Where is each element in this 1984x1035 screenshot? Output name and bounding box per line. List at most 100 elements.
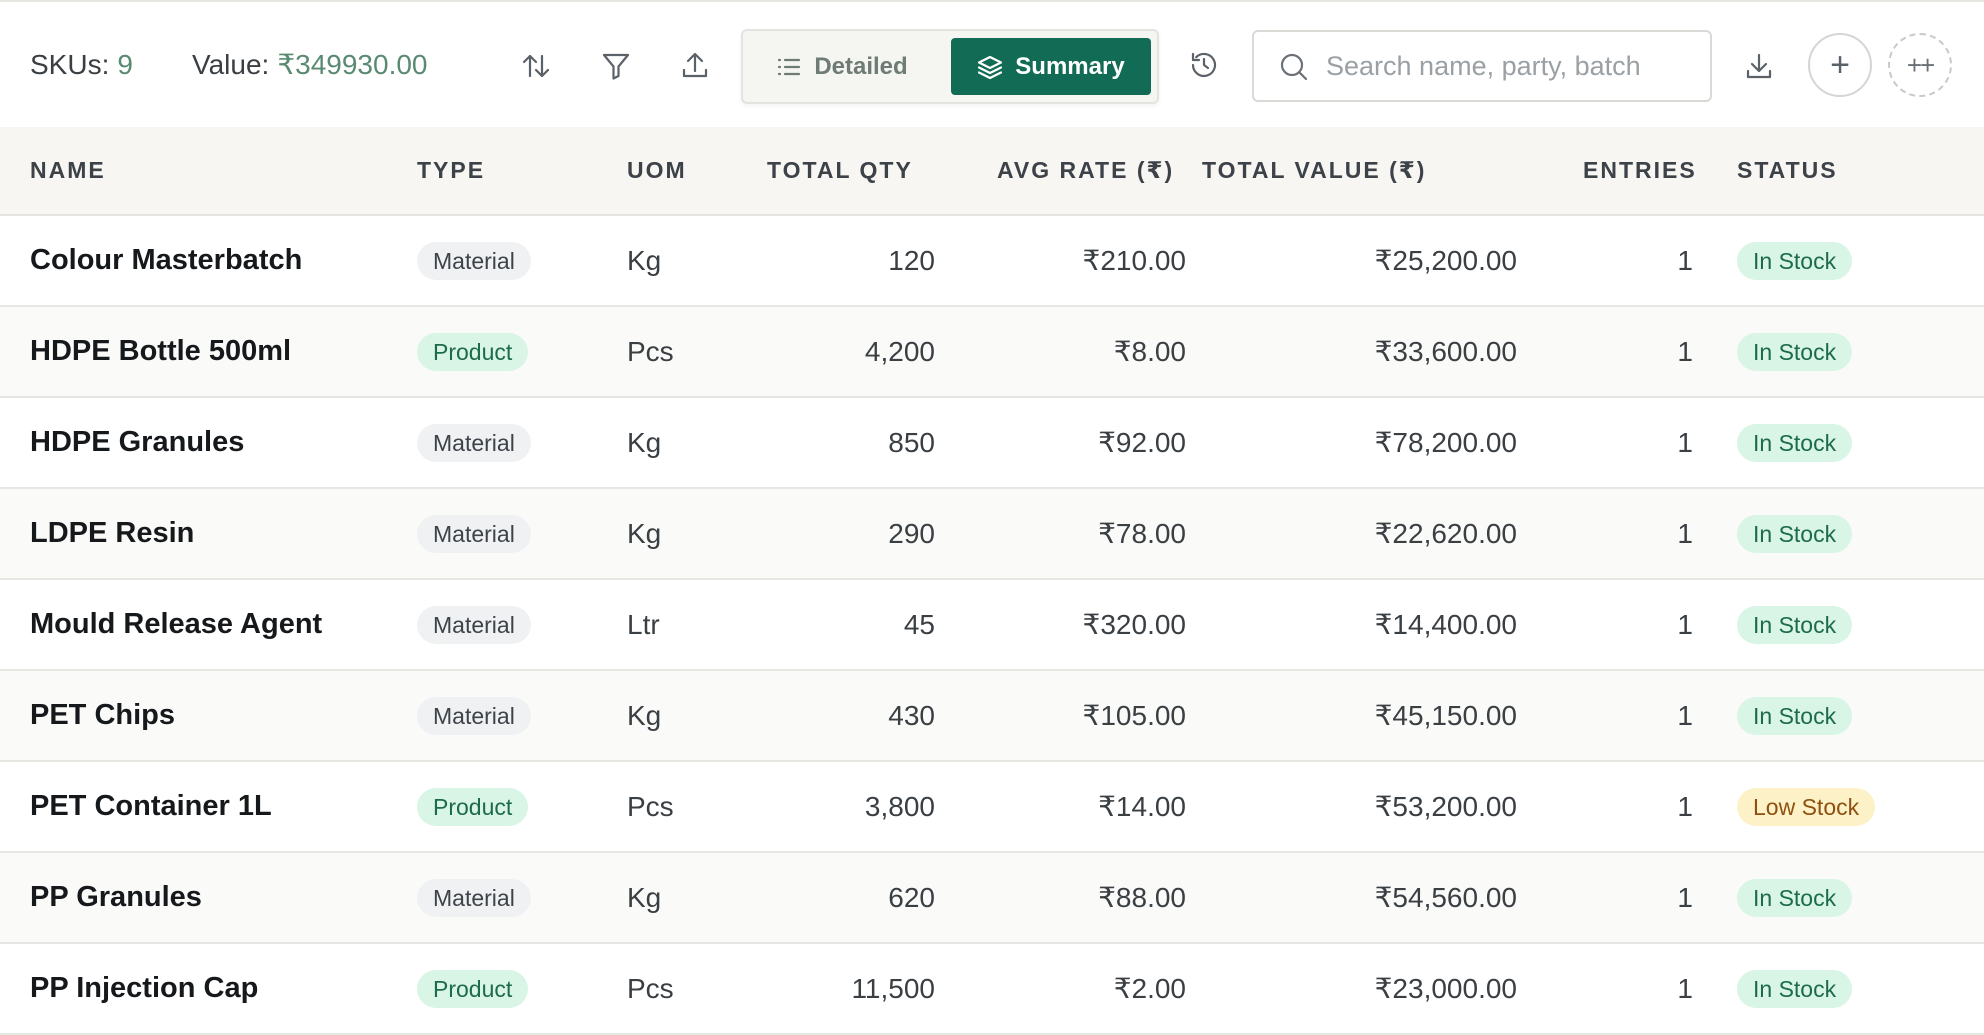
table-row[interactable]: PET Container 1L Product Pcs 3,800 ₹14.00 ₹53… <box>0 761 1984 853</box>
table-row[interactable]: PP Injection Cap Product Pcs 11,500 ₹2.00 ₹23… <box>0 943 1984 1035</box>
cell-type: Material <box>417 670 627 762</box>
cell-name: Mould Release Agent <box>0 579 417 671</box>
type-badge: Material <box>417 878 531 917</box>
cell-total-value: ₹54,560.00 <box>1200 852 1518 944</box>
cell-status: In Stock <box>1711 215 1984 307</box>
status-badge: In Stock <box>1737 514 1853 553</box>
cell-name: PP Injection Cap <box>0 943 417 1035</box>
cell-name: HDPE Granules <box>0 397 417 489</box>
table-row[interactable]: HDPE Granules Material Kg 850 ₹92.00 ₹78,200.… <box>0 397 1984 489</box>
cell-type: Material <box>417 488 627 580</box>
column-header-name[interactable]: NAME <box>0 127 417 216</box>
cell-total-value: ₹45,150.00 <box>1200 670 1518 762</box>
cell-avg-rate: ₹88.00 <box>935 852 1200 944</box>
cell-name: PET Chips <box>0 670 417 762</box>
column-header-total-value[interactable]: TOTAL VALUE (₹) <box>1200 127 1518 216</box>
status-badge: In Stock <box>1737 332 1853 371</box>
column-header-total-qty[interactable]: TOTAL QTY <box>767 127 935 216</box>
cell-status: In Stock <box>1711 852 1984 944</box>
cell-uom: Kg <box>627 215 767 307</box>
cell-status: In Stock <box>1711 670 1984 762</box>
cell-type: Material <box>417 579 627 671</box>
cell-status: In Stock <box>1711 579 1984 671</box>
value-stat: Value: ₹349930.00 <box>192 48 428 82</box>
cell-entries: 1 <box>1518 761 1711 853</box>
cell-entries: 1 <box>1518 215 1711 307</box>
layers-icon <box>978 55 1003 79</box>
detailed-view-button[interactable]: Detailed <box>767 38 917 95</box>
cell-name: HDPE Bottle 500ml <box>0 306 417 398</box>
search-icon <box>1278 51 1310 83</box>
bulk-add-button[interactable]: ++ <box>1888 33 1952 97</box>
cell-uom: Kg <box>627 488 767 580</box>
table-row[interactable]: HDPE Bottle 500ml Product Pcs 4,200 ₹8.00 ₹33… <box>0 306 1984 398</box>
type-badge: Material <box>417 423 531 462</box>
column-header-avg-rate[interactable]: AVG RATE (₹) <box>935 127 1200 216</box>
table-row[interactable]: PET Chips Material Kg 430 ₹105.00 ₹45,150.00 1… <box>0 670 1984 762</box>
value-label: Value: <box>192 49 270 80</box>
cell-entries: 1 <box>1518 488 1711 580</box>
cell-avg-rate: ₹2.00 <box>935 943 1200 1035</box>
cell-status: In Stock <box>1711 306 1984 398</box>
plus-icon: + <box>1830 45 1850 84</box>
cell-avg-rate: ₹78.00 <box>935 488 1200 580</box>
column-header-entries[interactable]: ENTRIES <box>1518 127 1711 216</box>
cell-total-value: ₹25,200.00 <box>1200 215 1518 307</box>
cell-uom: Kg <box>627 670 767 762</box>
cell-total-qty: 290 <box>767 488 935 580</box>
column-header-uom[interactable]: UOM <box>627 127 767 216</box>
cell-avg-rate: ₹320.00 <box>935 579 1200 671</box>
status-badge: In Stock <box>1737 241 1853 280</box>
status-badge: In Stock <box>1737 605 1853 644</box>
cell-total-qty: 850 <box>767 397 935 489</box>
upload-button[interactable] <box>670 41 720 91</box>
cell-total-qty: 620 <box>767 852 935 944</box>
cell-total-qty: 45 <box>767 579 935 671</box>
summary-view-button[interactable]: Summary <box>951 38 1151 95</box>
filter-button[interactable] <box>591 41 641 91</box>
cell-total-value: ₹22,620.00 <box>1200 488 1518 580</box>
sort-button[interactable] <box>511 41 561 91</box>
status-badge: In Stock <box>1737 696 1853 735</box>
column-header-type[interactable]: TYPE <box>417 127 627 216</box>
status-badge: In Stock <box>1737 423 1853 462</box>
table-row[interactable]: Colour Masterbatch Material Kg 120 ₹210.00 ₹2… <box>0 215 1984 307</box>
skus-label: SKUs: <box>30 49 110 80</box>
cell-name: PP Granules <box>0 852 417 944</box>
type-badge: Product <box>417 787 529 826</box>
add-item-button[interactable]: + <box>1808 33 1872 97</box>
history-button[interactable] <box>1179 40 1229 90</box>
skus-stat: SKUs: 9 <box>30 48 133 82</box>
column-header-status[interactable]: STATUS <box>1711 127 1984 216</box>
table-row[interactable]: PP Granules Material Kg 620 ₹88.00 ₹54,560.00… <box>0 852 1984 944</box>
cell-total-qty: 120 <box>767 215 935 307</box>
type-badge: Product <box>417 969 529 1008</box>
cell-total-qty: 3,800 <box>767 761 935 853</box>
sort-icon <box>522 54 550 78</box>
cell-total-qty: 430 <box>767 670 935 762</box>
skus-value: 9 <box>117 49 133 80</box>
download-icon <box>1746 53 1772 79</box>
download-button[interactable] <box>1734 42 1784 92</box>
type-badge: Material <box>417 241 531 280</box>
status-badge: In Stock <box>1737 878 1853 917</box>
cell-type: Material <box>417 397 627 489</box>
search-input[interactable] <box>1326 46 1696 86</box>
cell-uom: Kg <box>627 852 767 944</box>
status-badge: In Stock <box>1737 969 1853 1008</box>
detailed-view-label: Detailed <box>814 52 908 80</box>
table-row[interactable]: LDPE Resin Material Kg 290 ₹78.00 ₹22,620.00 1… <box>0 488 1984 580</box>
table-row[interactable]: Mould Release Agent Material Ltr 45 ₹320.00 ₹… <box>0 579 1984 671</box>
cell-name: PET Container 1L <box>0 761 417 853</box>
view-toggle: Detailed Summary <box>741 29 1159 104</box>
cell-name: Colour Masterbatch <box>0 215 417 307</box>
cell-type: Material <box>417 215 627 307</box>
cell-entries: 1 <box>1518 306 1711 398</box>
double-plus-icon: ++ <box>1906 49 1935 80</box>
type-badge: Material <box>417 605 531 644</box>
history-icon <box>1191 52 1217 78</box>
cell-status: In Stock <box>1711 943 1984 1035</box>
cell-entries: 1 <box>1518 670 1711 762</box>
cell-total-value: ₹33,600.00 <box>1200 306 1518 398</box>
inventory-table: NAME TYPE UOM TOTAL QTY AVG RATE (₹) TOT… <box>0 127 1984 1035</box>
